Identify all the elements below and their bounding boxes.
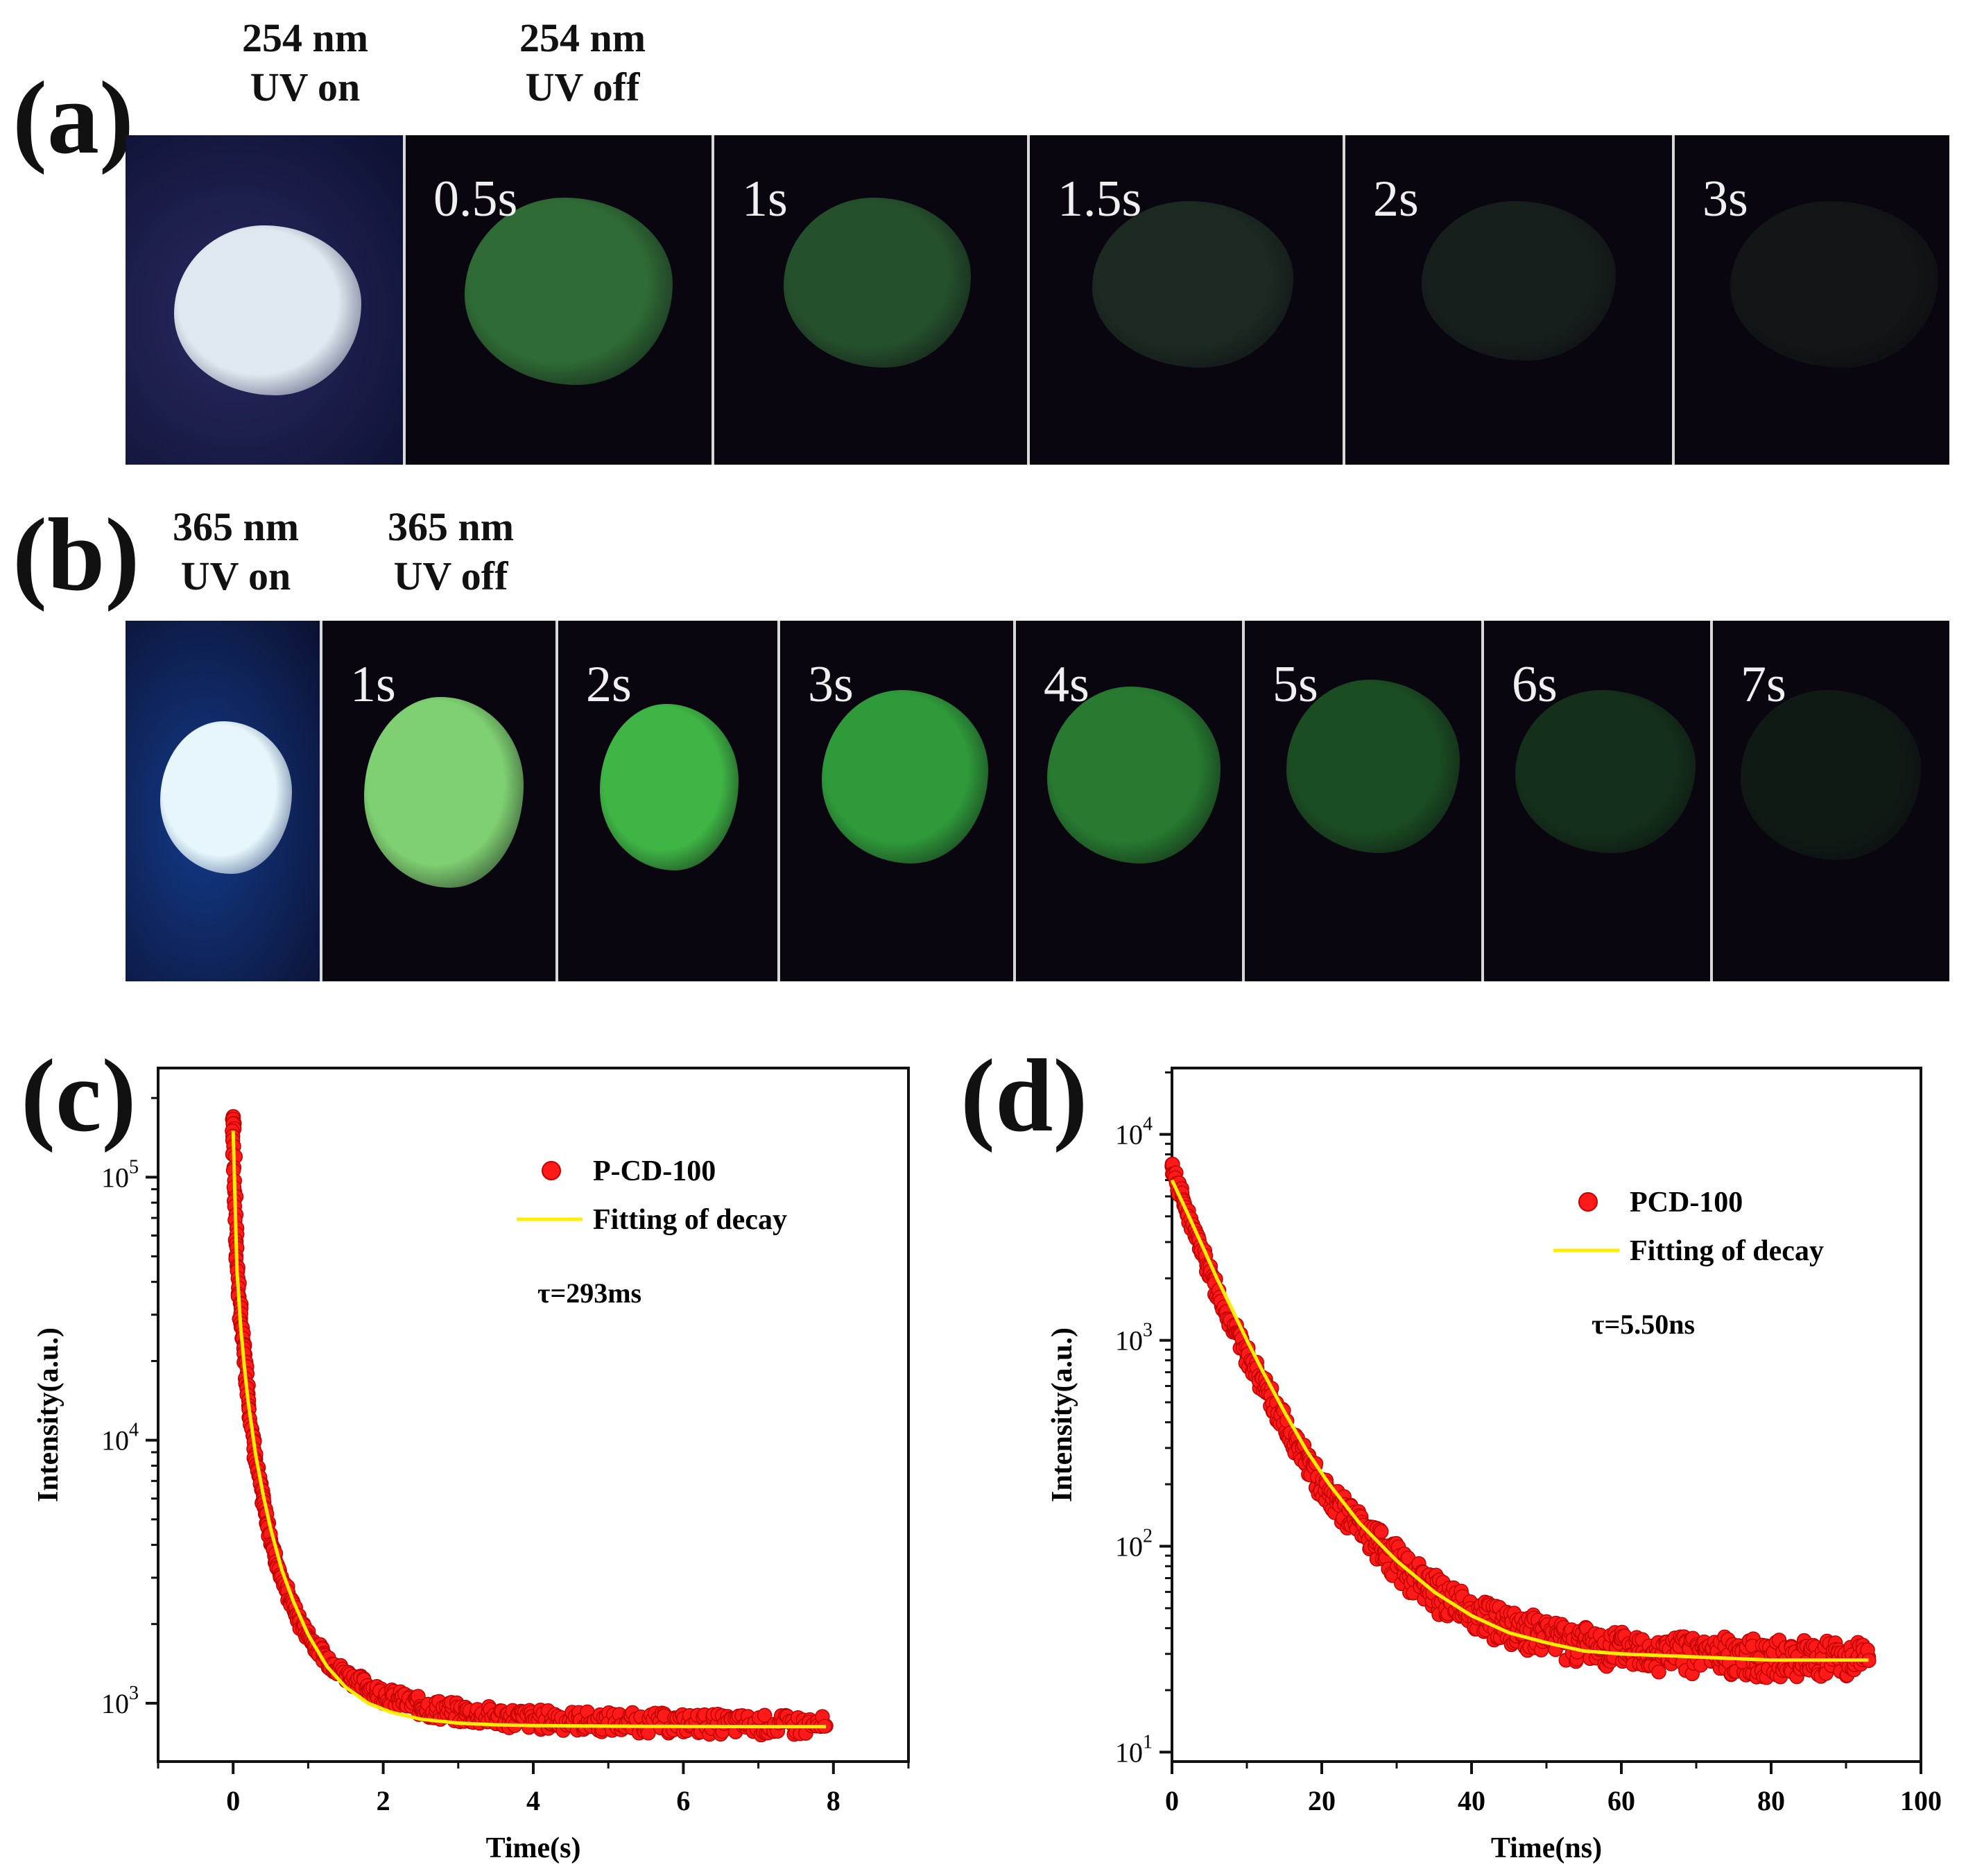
data-point	[1373, 1524, 1389, 1540]
panel-b-letter: (b)	[12, 497, 140, 612]
time-label: 2s	[586, 656, 632, 713]
time-label: 4s	[1044, 656, 1089, 713]
phosphor-powder-spot	[1730, 201, 1938, 368]
panel-b-uv-off-caption: 365 nm UV off	[354, 503, 548, 601]
y-tick-label: 104	[1115, 1114, 1153, 1151]
caption-line: 365 nm	[172, 504, 300, 549]
legend-label: Fitting of decay	[593, 1204, 787, 1236]
time-label: 7s	[1741, 656, 1786, 713]
time-label: 3s	[1702, 171, 1748, 227]
x-tick-label: 0	[1165, 1785, 1179, 1816]
phosphor-powder-spot	[600, 704, 739, 870]
phosphor-powder-spot	[1422, 201, 1616, 361]
y-tick-label: 102	[1115, 1525, 1153, 1562]
phosphor-powder-spot	[1092, 201, 1293, 368]
panel-d-letter: (d)	[960, 1038, 1088, 1153]
panel-a-uv-off-caption: 254 nm UV off	[485, 14, 680, 112]
x-tick-label: 60	[1607, 1785, 1635, 1816]
time-label: 6s	[1512, 656, 1558, 713]
marker-series	[1164, 1156, 1877, 1685]
caption-line: 365 nm	[387, 504, 515, 549]
afterglow-photo: 2s	[555, 621, 777, 981]
phosphor-powder-spot	[465, 198, 673, 385]
afterglow-photo: 3s	[777, 621, 1013, 981]
panel-a-uv-on-caption: 254 nm UV on	[208, 14, 402, 112]
caption-line: UV on	[250, 64, 361, 110]
legend-marker	[542, 1161, 561, 1180]
afterglow-photo: 7s	[1710, 621, 1949, 981]
time-label: 3s	[808, 656, 854, 713]
caption-line: UV on	[180, 553, 291, 599]
panel-b-uv-on-caption: 365 nm UV on	[139, 503, 333, 601]
y-tick-label: 103	[101, 1683, 139, 1719]
x-tick-label: 20	[1308, 1785, 1336, 1816]
phosphor-powder-spot	[822, 690, 988, 863]
legend-label: PCD-100	[1630, 1187, 1743, 1219]
panel-a-photo-strip: 0.5s 1s 1.5s 2s 3s	[126, 135, 1949, 465]
fit-line	[231, 1130, 826, 1729]
x-tick-label: 0	[226, 1785, 240, 1816]
x-tick-label: 4	[526, 1785, 540, 1816]
time-label: 1.5s	[1058, 171, 1142, 227]
phosphor-powder-spot	[160, 721, 292, 874]
afterglow-photo: 1s	[320, 621, 555, 981]
phosphor-powder-spot	[364, 697, 524, 888]
plot-frame	[157, 1067, 910, 1763]
y-axis-label: Intensity(a.u.)	[33, 1327, 64, 1502]
tau-annotation: τ=293ms	[537, 1277, 641, 1309]
time-label: 5s	[1273, 656, 1318, 713]
afterglow-photo: 4s	[1013, 621, 1242, 981]
chart-d: 0 20 40 60 80 100 101 102 103 104 Time(ns) Intensit…	[1046, 1067, 1942, 1864]
legend-label: P-CD-100	[593, 1155, 716, 1187]
fit-line	[1170, 1179, 1869, 1662]
data-point	[757, 1707, 773, 1723]
x-tick-label: 8	[827, 1785, 840, 1816]
y-axis-label: Intensity(a.u.)	[1046, 1327, 1078, 1502]
y-tick-label: 101	[1115, 1731, 1153, 1768]
time-label: 2s	[1373, 171, 1419, 227]
afterglow-photo: 2s	[1343, 135, 1672, 465]
phosphor-powder-spot	[174, 225, 361, 395]
uv-on-photo	[126, 135, 403, 465]
caption-line: 254 nm	[519, 15, 646, 60]
tau-annotation: τ=5.50ns	[1592, 1309, 1695, 1340]
x-tick-label: 80	[1757, 1785, 1785, 1816]
time-label: 1s	[742, 171, 788, 227]
caption-line: UV off	[525, 64, 640, 110]
afterglow-photo: 0.5s	[403, 135, 712, 465]
x-axis-label: Time(s)	[486, 1832, 581, 1864]
legend-label: Fitting of decay	[1630, 1235, 1824, 1267]
y-tick-label: 105	[101, 1156, 139, 1193]
afterglow-photo: 5s	[1242, 621, 1481, 981]
chart-c: 0 2 4 6 8 103 104 105 Time(s) Intensity(a.u.) P-CD…	[33, 1067, 910, 1864]
caption-line: UV off	[393, 553, 508, 599]
phosphor-powder-spot	[1286, 680, 1460, 853]
phosphor-powder-spot	[1515, 690, 1696, 853]
phosphor-powder-spot	[784, 198, 971, 368]
x-tick-label: 6	[676, 1785, 690, 1816]
x-tick-label: 100	[1900, 1785, 1942, 1816]
x-tick-label: 40	[1458, 1785, 1485, 1816]
afterglow-photo: 3s	[1672, 135, 1949, 465]
data-point	[641, 1726, 656, 1741]
x-tick-label: 2	[377, 1785, 390, 1816]
afterglow-photo: 6s	[1481, 621, 1710, 981]
legend-marker	[1578, 1192, 1598, 1212]
afterglow-photo: 1.5s	[1027, 135, 1343, 465]
y-tick-label: 104	[101, 1420, 139, 1456]
data-point	[1651, 1664, 1666, 1680]
panel-a-letter: (a)	[12, 60, 134, 175]
afterglow-photo: 1s	[712, 135, 1027, 465]
phosphor-powder-spot	[1047, 687, 1221, 863]
uv-on-photo	[126, 621, 320, 981]
panel-b-photo-strip: 1s 2s 3s 4s 5s 6s 7s	[126, 621, 1949, 981]
time-label: 1s	[350, 656, 396, 713]
caption-line: 254 nm	[241, 15, 369, 60]
panel-c-letter: (c)	[21, 1038, 137, 1153]
x-axis-label: Time(ns)	[1491, 1832, 1602, 1864]
y-tick-label: 103	[1115, 1320, 1153, 1357]
phosphor-powder-spot	[1741, 690, 1921, 860]
time-label: 0.5s	[433, 171, 518, 227]
